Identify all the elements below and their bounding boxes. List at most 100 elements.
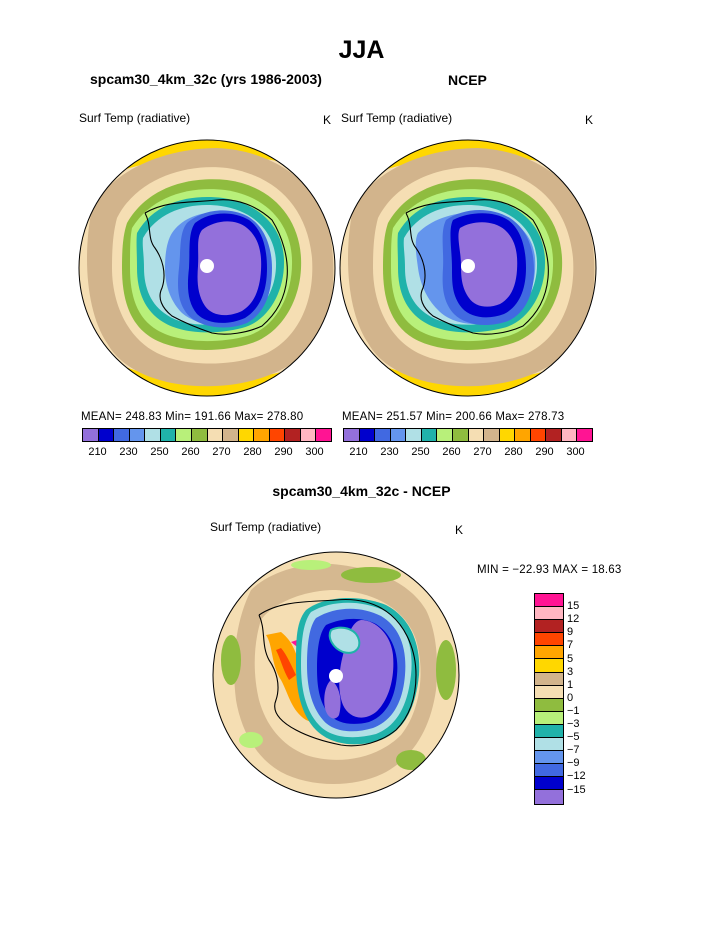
colorbar-swatch xyxy=(207,429,224,441)
colorbar-swatch xyxy=(223,429,239,441)
colorbar-swatch xyxy=(535,777,563,791)
colorbar-tick-label: 15 xyxy=(567,600,580,613)
colorbar-swatch xyxy=(535,685,563,699)
panel3-stats: MIN = −22.93 MAX = 18.63 xyxy=(477,564,622,576)
panel2-stats: MEAN= 251.57 Min= 200.66 Max= 278.73 xyxy=(342,411,565,423)
panel3-title: spcam30_4km_32c - NCEP xyxy=(272,483,451,499)
colorbar-tick-label: 300 xyxy=(566,446,585,458)
colorbar-tick-label: −12 xyxy=(567,770,586,783)
panel2-polar-map xyxy=(339,139,597,397)
colorbar-tick-label: 290 xyxy=(535,446,554,458)
panel2-units-label: K xyxy=(585,113,594,127)
colorbar-tick-label: 7 xyxy=(567,639,574,652)
colorbar-swatch xyxy=(254,429,270,441)
colorbar-swatch xyxy=(535,724,563,739)
colorbar-swatch xyxy=(535,672,563,686)
colorbar-tick-label: −7 xyxy=(567,744,580,757)
colorbar-tick-label: 250 xyxy=(411,446,430,458)
colorbar-swatch xyxy=(535,620,563,634)
colorbar-swatch xyxy=(437,429,453,441)
panel1-stats: MEAN= 248.83 Min= 191.66 Max= 278.80 xyxy=(81,411,304,423)
panel3-colorbar xyxy=(534,593,564,805)
colorbar-swatch xyxy=(535,738,563,752)
colorbar-swatch xyxy=(316,429,331,441)
colorbar-tick-label: 9 xyxy=(567,626,574,639)
colorbar-tick-label: 280 xyxy=(504,446,523,458)
panel1-colorbar-ticks: 210 230 250 260 270 280 290 300 xyxy=(82,446,330,460)
colorbar-swatch xyxy=(535,764,563,778)
colorbar-tick-label: 210 xyxy=(88,446,107,458)
colorbar-swatch xyxy=(285,429,301,441)
colorbar-swatch xyxy=(191,429,208,441)
colorbar-swatch xyxy=(160,429,177,441)
panel1-polar-map xyxy=(78,139,336,397)
colorbar-tick-label: 210 xyxy=(349,446,368,458)
colorbar-swatch xyxy=(546,429,562,441)
colorbar-swatch xyxy=(269,429,286,441)
colorbar-tick-label: 280 xyxy=(243,446,262,458)
colorbar-swatch xyxy=(535,646,563,660)
colorbar-swatch xyxy=(359,429,376,441)
panel1-title: spcam30_4km_32c (yrs 1986-2003) xyxy=(90,71,322,87)
colorbar-tick-label: −5 xyxy=(567,731,580,744)
panel3-colorbar-ticks: 15 12 9 7 5 3 1 0 −1 −3 −5 −7 −9 −12 −15 xyxy=(567,593,607,803)
colorbar-swatch xyxy=(421,429,438,441)
colorbar-tick-label: 260 xyxy=(181,446,200,458)
panel2-title: NCEP xyxy=(448,72,487,88)
colorbar-swatch xyxy=(530,429,547,441)
colorbar-swatch xyxy=(535,698,563,712)
colorbar-tick-label: −15 xyxy=(567,783,586,796)
colorbar-tick-label: 290 xyxy=(274,446,293,458)
panel3-polar-map xyxy=(212,551,460,799)
colorbar-tick-label: 270 xyxy=(212,446,231,458)
panel2-variable-label: Surf Temp (radiative) xyxy=(341,111,453,125)
colorbar-swatch xyxy=(535,594,563,608)
colorbar-swatch xyxy=(344,429,360,441)
colorbar-swatch xyxy=(452,429,469,441)
page-title: JJA xyxy=(338,36,385,64)
colorbar-swatch xyxy=(577,429,592,441)
colorbar-swatch xyxy=(535,790,563,804)
colorbar-swatch xyxy=(114,429,130,441)
colorbar-swatch xyxy=(145,429,161,441)
colorbar-tick-label: 260 xyxy=(442,446,461,458)
panel3-units-label: K xyxy=(455,523,464,537)
colorbar-swatch xyxy=(176,429,192,441)
panel1-variable-label: Surf Temp (radiative) xyxy=(79,111,191,125)
colorbar-swatch xyxy=(83,429,99,441)
colorbar-swatch xyxy=(129,429,146,441)
panel3-variable-label: Surf Temp (radiative) xyxy=(210,520,322,534)
colorbar-swatch xyxy=(484,429,500,441)
colorbar-tick-label: −1 xyxy=(567,704,580,717)
panel2-colorbar xyxy=(343,428,593,442)
colorbar-swatch xyxy=(300,429,317,441)
colorbar-swatch xyxy=(535,711,563,725)
colorbar-swatch xyxy=(406,429,422,441)
colorbar-tick-label: 270 xyxy=(473,446,492,458)
colorbar-swatch xyxy=(98,429,115,441)
colorbar-swatch xyxy=(499,429,516,441)
colorbar-tick-label: 12 xyxy=(567,613,580,626)
colorbar-tick-label: 3 xyxy=(567,665,574,678)
panel1-colorbar xyxy=(82,428,332,442)
colorbar-tick-label: 250 xyxy=(150,446,169,458)
colorbar-tick-label: 230 xyxy=(119,446,138,458)
colorbar-tick-label: 300 xyxy=(305,446,324,458)
panel2-colorbar-ticks: 210 230 250 260 270 280 290 300 xyxy=(343,446,591,460)
colorbar-swatch xyxy=(468,429,485,441)
colorbar-swatch xyxy=(535,751,563,765)
colorbar-swatch xyxy=(375,429,391,441)
colorbar-swatch xyxy=(535,659,563,673)
colorbar-swatch xyxy=(238,429,255,441)
panel1-units-label: K xyxy=(323,113,332,127)
colorbar-tick-label: −3 xyxy=(567,718,580,730)
colorbar-swatch xyxy=(561,429,578,441)
colorbar-swatch xyxy=(535,633,563,647)
colorbar-tick-label: 0 xyxy=(567,691,574,704)
colorbar-tick-label: 230 xyxy=(380,446,399,458)
colorbar-tick-label: 1 xyxy=(567,678,574,691)
colorbar-swatch xyxy=(535,607,563,621)
colorbar-tick-label: 5 xyxy=(567,652,574,665)
colorbar-tick-label: −9 xyxy=(567,757,580,770)
colorbar-swatch xyxy=(390,429,407,441)
